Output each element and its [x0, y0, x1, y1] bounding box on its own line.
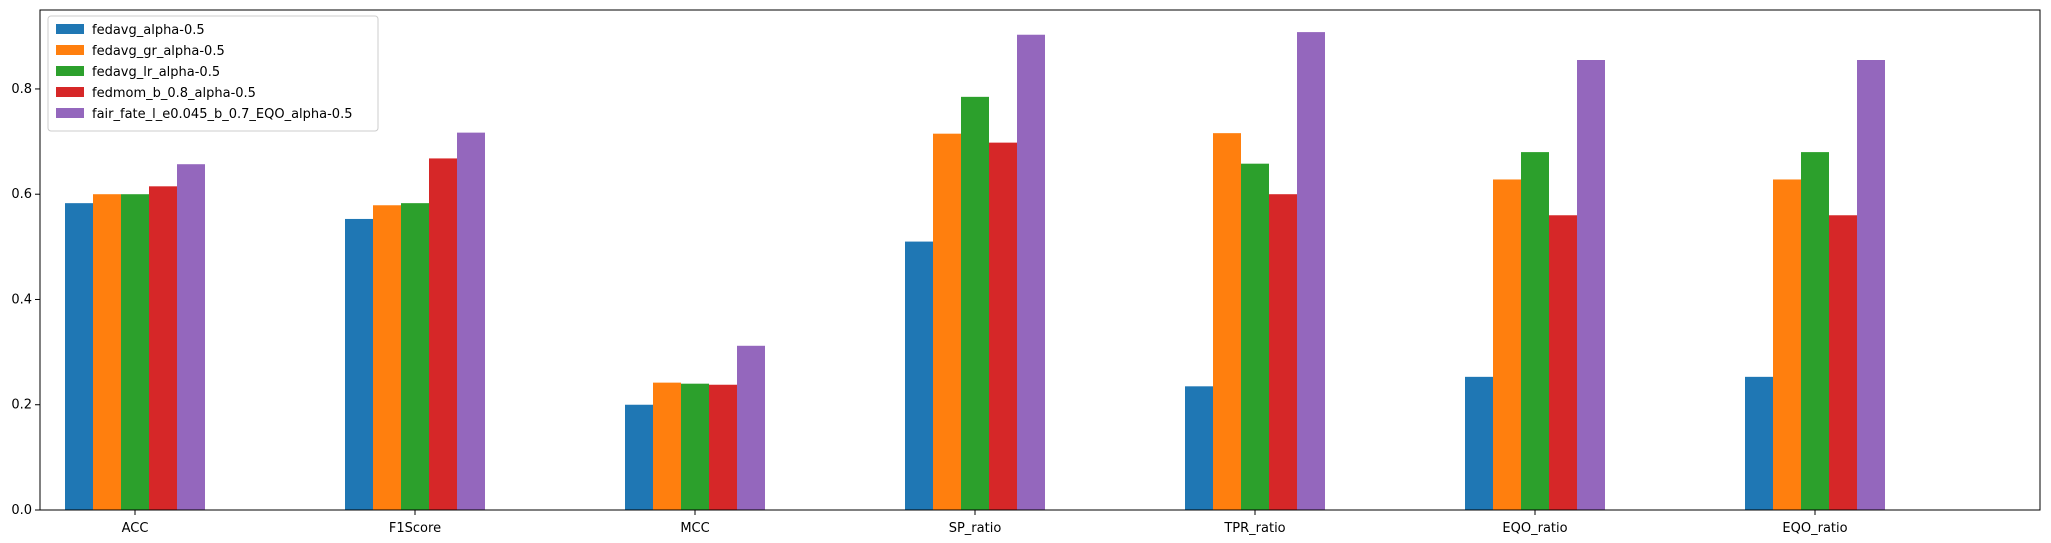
bar-mcc-series-3 [709, 384, 737, 510]
bar-eqo_ratio-series-1 [1493, 179, 1521, 510]
y-tick-label: 0.4 [11, 292, 32, 307]
legend-swatch [56, 108, 84, 118]
bar-f1score-series-3 [429, 158, 457, 510]
bar-eqo_ratio-series-2 [1801, 152, 1829, 510]
x-axis: ACC F1Score MCC SP_ratio TPR_ratio EQO_ratio E… [122, 510, 1848, 536]
bar-f1score-series-4 [457, 132, 485, 510]
y-tick-label: 0.2 [11, 398, 32, 413]
legend-entry-label: fedmom_b_0.8_alpha-0.5 [92, 86, 256, 101]
bar-sp_ratio-series-1 [933, 133, 961, 510]
bar-eqo_ratio-series-4 [1577, 60, 1605, 510]
bar-eqo_ratio-series-3 [1549, 215, 1577, 510]
legend: fedavg_alpha-0.5 fedavg_gr_alpha-0.5fedav… [47, 15, 379, 132]
bar-eqo_ratio-series-0 [1465, 376, 1493, 510]
bar-acc-series-1 [93, 194, 121, 511]
bar-f1score-series-2 [401, 203, 429, 510]
bar-sp_ratio-series-4 [1017, 34, 1045, 510]
bar-mcc-series-4 [737, 345, 765, 510]
legend-swatch [56, 66, 84, 76]
bar-f1score-series-1 [373, 205, 401, 510]
bar-eqo_ratio-series-4 [1857, 60, 1885, 510]
plot-frame [39, 9, 2041, 511]
y-tick-label: 0.0 [11, 503, 32, 518]
legend-swatch [56, 45, 84, 55]
bar-acc-series-0 [65, 203, 93, 510]
bar-acc-series-2 [121, 194, 149, 511]
x-tick-label: TPR_ratio [1223, 521, 1285, 536]
x-tick-label: ACC [122, 521, 149, 536]
x-tick-label: SP_ratio [949, 521, 1002, 536]
legend-swatch [56, 87, 84, 97]
legend-entry-label: fedavg_alpha-0.5 [92, 23, 205, 38]
bar-tpr_ratio-series-3 [1269, 194, 1297, 511]
legend-entry-label: fedavg_gr_alpha-0.5 [92, 44, 225, 59]
bar-tpr_ratio-series-1 [1213, 133, 1241, 510]
y-tick-label: 0.6 [11, 187, 32, 202]
bar-sp_ratio-series-3 [989, 142, 1017, 510]
y-axis: 0.0 0.2 0.4 0.6 0.8 [11, 82, 40, 518]
legend-entry-label: fedavg_lr_alpha-0.5 [92, 65, 220, 80]
bar-acc-series-4 [177, 164, 205, 511]
bar-mcc-series-2 [681, 383, 709, 510]
bar-mcc-series-1 [653, 382, 681, 510]
bar-eqo_ratio-series-2 [1521, 152, 1549, 510]
bar-eqo_ratio-series-0 [1745, 376, 1773, 510]
bar-sp_ratio-series-2 [961, 96, 989, 510]
bars-layer [65, 32, 1885, 511]
y-tick-label: 0.8 [11, 82, 32, 97]
bar-f1score-series-0 [345, 218, 373, 510]
bar-acc-series-3 [149, 186, 177, 510]
bar-tpr_ratio-series-0 [1185, 386, 1213, 510]
x-tick-label: MCC [680, 521, 709, 536]
bar-tpr_ratio-series-4 [1297, 32, 1325, 511]
bar-eqo_ratio-series-3 [1829, 215, 1857, 510]
x-tick-label: F1Score [389, 521, 441, 536]
bar-sp_ratio-series-0 [905, 241, 933, 510]
legend-swatch [56, 24, 84, 34]
bar-eqo_ratio-series-1 [1773, 179, 1801, 510]
legend-box [47, 15, 379, 132]
x-tick-label: EQO_ratio [1782, 521, 1847, 536]
legend-entry-label: fair_fate_l_e0.045_b_0.7_EQO_alpha-0.5 [92, 107, 352, 122]
bar-tpr_ratio-series-2 [1241, 163, 1269, 510]
x-tick-label: EQO_ratio [1502, 521, 1567, 536]
bar-mcc-series-0 [625, 404, 653, 510]
